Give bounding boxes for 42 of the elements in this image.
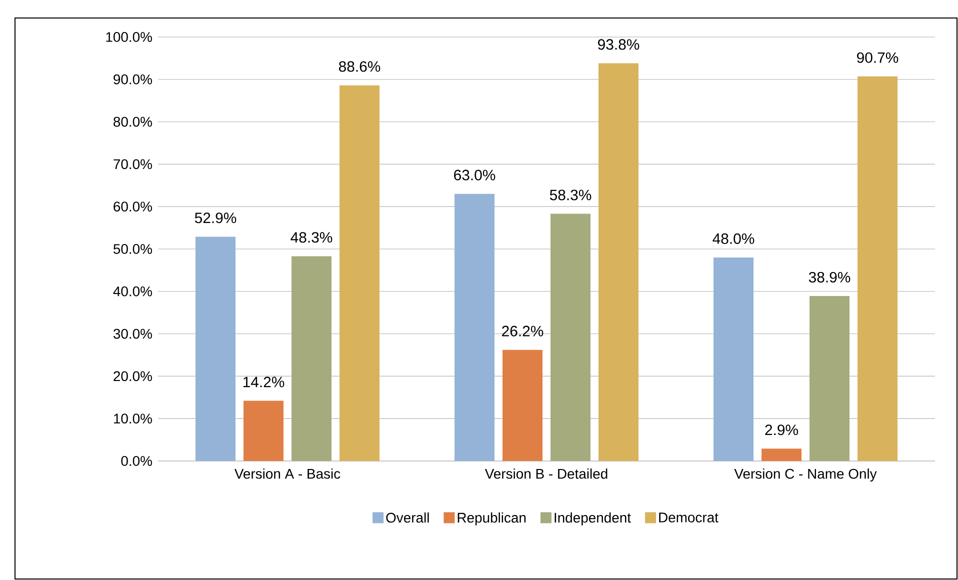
y-tick-label: 40.0%: [113, 286, 152, 296]
y-tick-label: 80.0%: [114, 116, 152, 127]
bar: [340, 85, 380, 461]
legend-label: Independent: [554, 512, 631, 526]
y-tick-label: 90.0%: [114, 74, 152, 84]
y-tick-label: 60.0%: [114, 202, 152, 212]
y-tick-label: 30.0%: [113, 328, 152, 339]
legend-label: Overall: [386, 512, 429, 523]
data-label: 52.9%: [194, 212, 236, 224]
bar: [502, 350, 543, 461]
data-label: 88.6%: [338, 61, 380, 72]
legend-label: Democrat: [659, 512, 718, 522]
y-tick-label: 70.0%: [114, 159, 152, 170]
bar: [454, 194, 495, 461]
data-label: 26.2%: [502, 326, 544, 336]
bar: [550, 214, 591, 461]
bar: [196, 236, 236, 461]
data-label: 38.9%: [808, 272, 850, 283]
bar: [762, 448, 802, 461]
x-tick-label: Version A - Basic: [234, 468, 340, 479]
bar: [244, 400, 284, 461]
bar: [858, 76, 898, 461]
x-tick-label: Version C - Name Only: [734, 468, 877, 482]
bar: [292, 256, 332, 461]
data-label: 63.0%: [454, 170, 496, 180]
y-tick-label: 100.0%: [106, 32, 152, 42]
bar: [598, 63, 639, 461]
data-label: 48.0%: [712, 233, 754, 244]
data-label: 14.2%: [243, 376, 284, 388]
bar: [810, 296, 850, 461]
x-tick-label: Version B - Detailed: [484, 468, 608, 479]
y-tick-label: 10.0%: [114, 414, 152, 424]
data-label: 2.9%: [765, 424, 798, 436]
data-label: 48.3%: [290, 232, 332, 243]
y-tick-label: 50.0%: [114, 244, 152, 254]
bar: [714, 257, 754, 461]
legend-label: Republican: [458, 512, 526, 526]
data-label: 58.3%: [550, 190, 592, 200]
data-label: 90.7%: [857, 52, 898, 63]
data-label: 93.8%: [598, 39, 640, 50]
y-tick-label: 20.0%: [114, 371, 152, 382]
y-tick-label: 0.0%: [121, 456, 152, 466]
